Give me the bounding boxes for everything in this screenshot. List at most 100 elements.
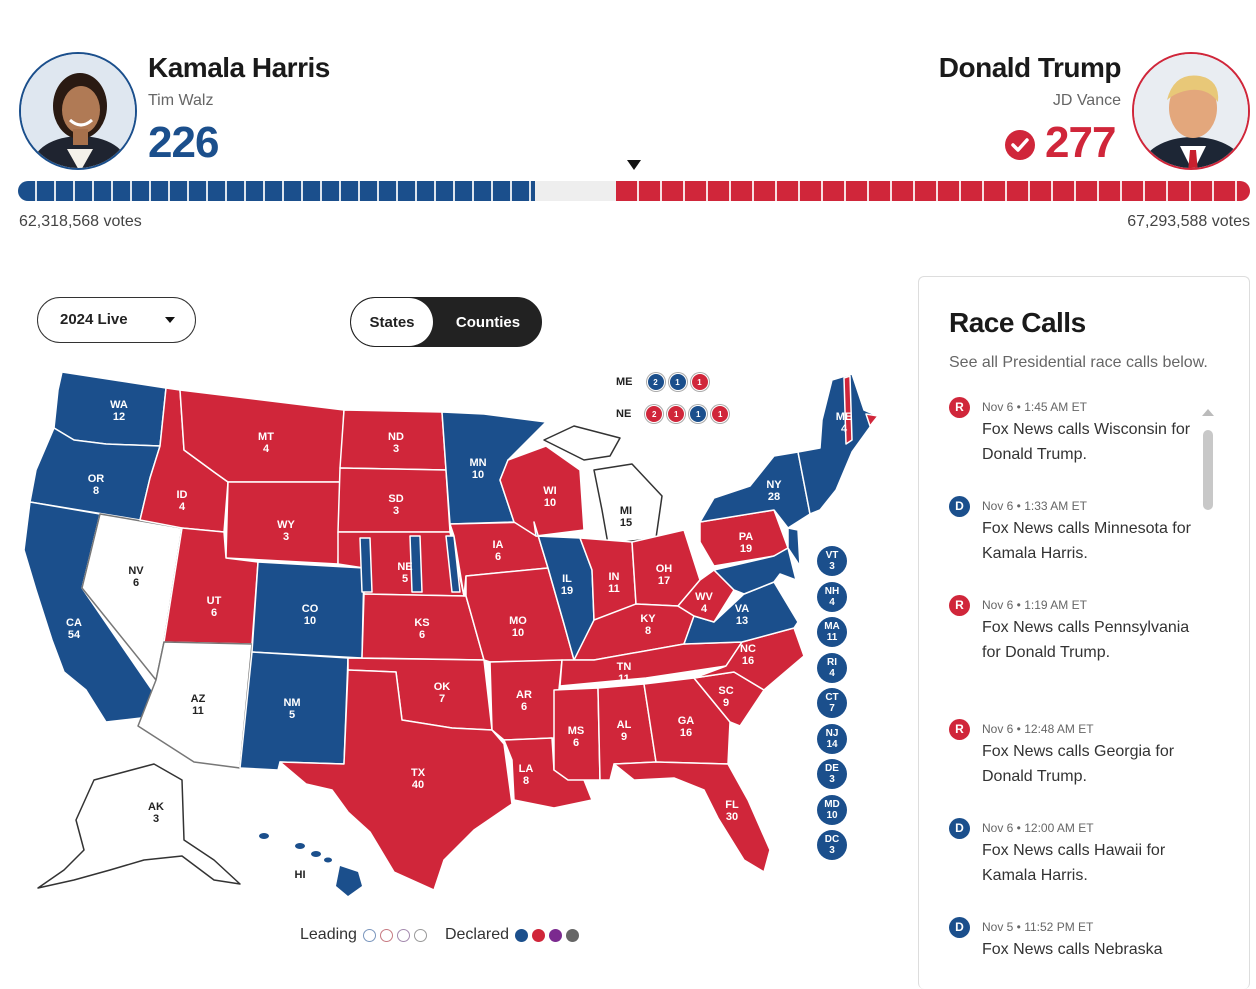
leading-rep-dot xyxy=(379,928,393,942)
chevron-down-icon xyxy=(165,317,175,323)
state-mi-up[interactable] xyxy=(543,425,621,461)
state-ak[interactable] xyxy=(37,763,241,889)
party-badge-icon: R xyxy=(949,397,970,418)
race-call-text: Fox News calls Minnesota for Kamala Harr… xyxy=(982,520,1191,562)
ne-dot-4[interactable]: 1 xyxy=(711,405,730,423)
small-state-abbr: DC xyxy=(824,834,840,845)
trump-avatar xyxy=(1132,52,1250,170)
state-label-me: ME 4 xyxy=(836,411,853,435)
race-call-time: Nov 6 • 1:45 AM ET xyxy=(982,400,1087,414)
small-state-abbr: NH xyxy=(824,585,840,597)
party-badge-icon: D xyxy=(949,917,970,938)
small-state-ev: 3 xyxy=(829,774,835,785)
state-wi[interactable] xyxy=(499,445,585,537)
electoral-vote-bar xyxy=(18,181,1250,201)
small-state-ev: 10 xyxy=(826,809,838,821)
legend-declared-label: Declared xyxy=(444,926,509,943)
state-la[interactable] xyxy=(503,737,593,809)
ne-dot-2[interactable]: 1 xyxy=(667,405,686,423)
map-legend: Leading Declared xyxy=(300,926,579,944)
small-state-ev: 7 xyxy=(829,703,835,714)
state-ne-blue-2 xyxy=(409,535,423,593)
party-badge-icon: R xyxy=(949,719,970,740)
scrollbar-thumb[interactable] xyxy=(1203,430,1213,510)
toggle-states[interactable]: States xyxy=(351,298,433,346)
year-select[interactable]: 2024 Live xyxy=(37,297,196,343)
state-mi[interactable] xyxy=(593,463,663,545)
state-label-mo: MO 10 xyxy=(509,615,527,639)
me-dot-3[interactable]: 1 xyxy=(690,373,709,391)
dem-candidate-name: Kamala Harris xyxy=(148,52,330,83)
state-new-england[interactable] xyxy=(797,373,879,515)
state-label-nd: ND 3 xyxy=(388,431,404,455)
small-state-ri[interactable]: RI 4 xyxy=(817,652,847,683)
state-me-red-2 xyxy=(865,413,879,427)
race-call-time: Nov 6 • 1:19 AM ET xyxy=(982,598,1087,612)
state-label-mn: MN 10 xyxy=(469,457,486,481)
state-label-ok: OK 7 xyxy=(434,681,451,705)
270-marker xyxy=(627,160,641,170)
me-dot-2[interactable]: 1 xyxy=(668,373,687,391)
small-state-ma[interactable]: MA 11 xyxy=(817,617,847,647)
scroll-up-icon[interactable] xyxy=(1202,409,1214,416)
state-label-in: IN 11 xyxy=(608,571,620,595)
state-label-ak: AK 3 xyxy=(148,801,164,825)
race-calls-subtitle: See all Presidential race calls below. xyxy=(949,354,1208,371)
state-label-ca: CA 54 xyxy=(66,617,82,641)
small-state-nh[interactable]: NH 4 xyxy=(817,581,847,612)
race-call-text: Fox News calls Nebraska xyxy=(982,941,1163,958)
state-label-wa: WA 12 xyxy=(110,399,128,423)
state-label-va: VA 13 xyxy=(735,603,750,627)
me-dot-1[interactable]: 2 xyxy=(646,373,665,391)
state-label-sd: SD 3 xyxy=(388,493,403,517)
state-ga[interactable] xyxy=(643,677,731,765)
state-label-ar: AR 6 xyxy=(516,689,532,713)
state-label-ga: GA 16 xyxy=(678,715,695,739)
state-tx[interactable] xyxy=(279,669,513,891)
state-label-oh: OH 17 xyxy=(656,563,673,587)
state-label-wv: WV 4 xyxy=(695,591,713,615)
toggle-counties[interactable]: Counties xyxy=(455,313,521,331)
ne-dot-1[interactable]: 2 xyxy=(645,405,664,423)
state-label-pa: PA 19 xyxy=(739,531,754,555)
view-toggle[interactable]: States Counties xyxy=(350,297,542,347)
year-select-value: 2024 Live xyxy=(60,311,128,328)
state-ms[interactable] xyxy=(553,687,601,781)
dem-ev-fill xyxy=(18,181,536,201)
winner-check-icon xyxy=(1005,130,1035,160)
state-label-tx: TX 40 xyxy=(411,767,426,791)
state-label-wi: WI 10 xyxy=(543,485,556,509)
state-label-ne: NE 5 xyxy=(397,561,412,585)
declared-rep-dot xyxy=(531,928,545,942)
state-nj-area[interactable] xyxy=(787,527,801,567)
small-state-ev: 11 xyxy=(826,632,838,643)
declared-dem-dot xyxy=(514,928,528,942)
race-call-text: Fox News calls Hawaii for Kamala Harris. xyxy=(982,842,1166,884)
state-label-mi: MI 15 xyxy=(620,505,632,529)
party-badge-icon: D xyxy=(949,818,970,839)
small-state-vt[interactable]: VT 3 xyxy=(817,546,847,576)
state-md-area[interactable] xyxy=(713,547,797,595)
small-state-dc[interactable]: DC 3 xyxy=(817,830,847,860)
state-fl[interactable] xyxy=(613,761,771,873)
legend-leading-label: Leading xyxy=(300,926,357,943)
small-state-de[interactable]: DE 3 xyxy=(817,759,847,789)
state-label-or: OR 8 xyxy=(88,473,105,497)
harris-avatar xyxy=(19,52,137,170)
state-label-tn: TN 11 xyxy=(617,661,632,685)
state-label-mt: MT 4 xyxy=(258,431,274,455)
ne-dot-3[interactable]: 1 xyxy=(689,405,708,423)
small-state-md[interactable]: MD 10 xyxy=(817,794,847,825)
small-state-ev: 14 xyxy=(826,738,838,750)
state-label-ms: MS 6 xyxy=(568,725,585,749)
split-ne: NE 2 1 1 1 xyxy=(616,405,730,423)
state-hi[interactable] xyxy=(259,833,362,896)
small-state-abbr: MD xyxy=(824,798,840,810)
rep-popular-votes: 67,293,588 votes xyxy=(1127,213,1250,230)
us-electoral-map: WA 12 OR 8 CA 54 NV 6 ID 4 MT 4 WY 3 UT 6 AZ 11 CO 10 NM 5 ND 3… xyxy=(23,371,879,896)
small-state-nj[interactable]: NJ 14 xyxy=(817,723,847,754)
state-label-co: CO 10 xyxy=(302,603,319,627)
small-state-ct[interactable]: CT 7 xyxy=(817,688,847,718)
state-label-nv: NV 6 xyxy=(128,565,144,589)
small-state-abbr: DE xyxy=(825,763,839,774)
